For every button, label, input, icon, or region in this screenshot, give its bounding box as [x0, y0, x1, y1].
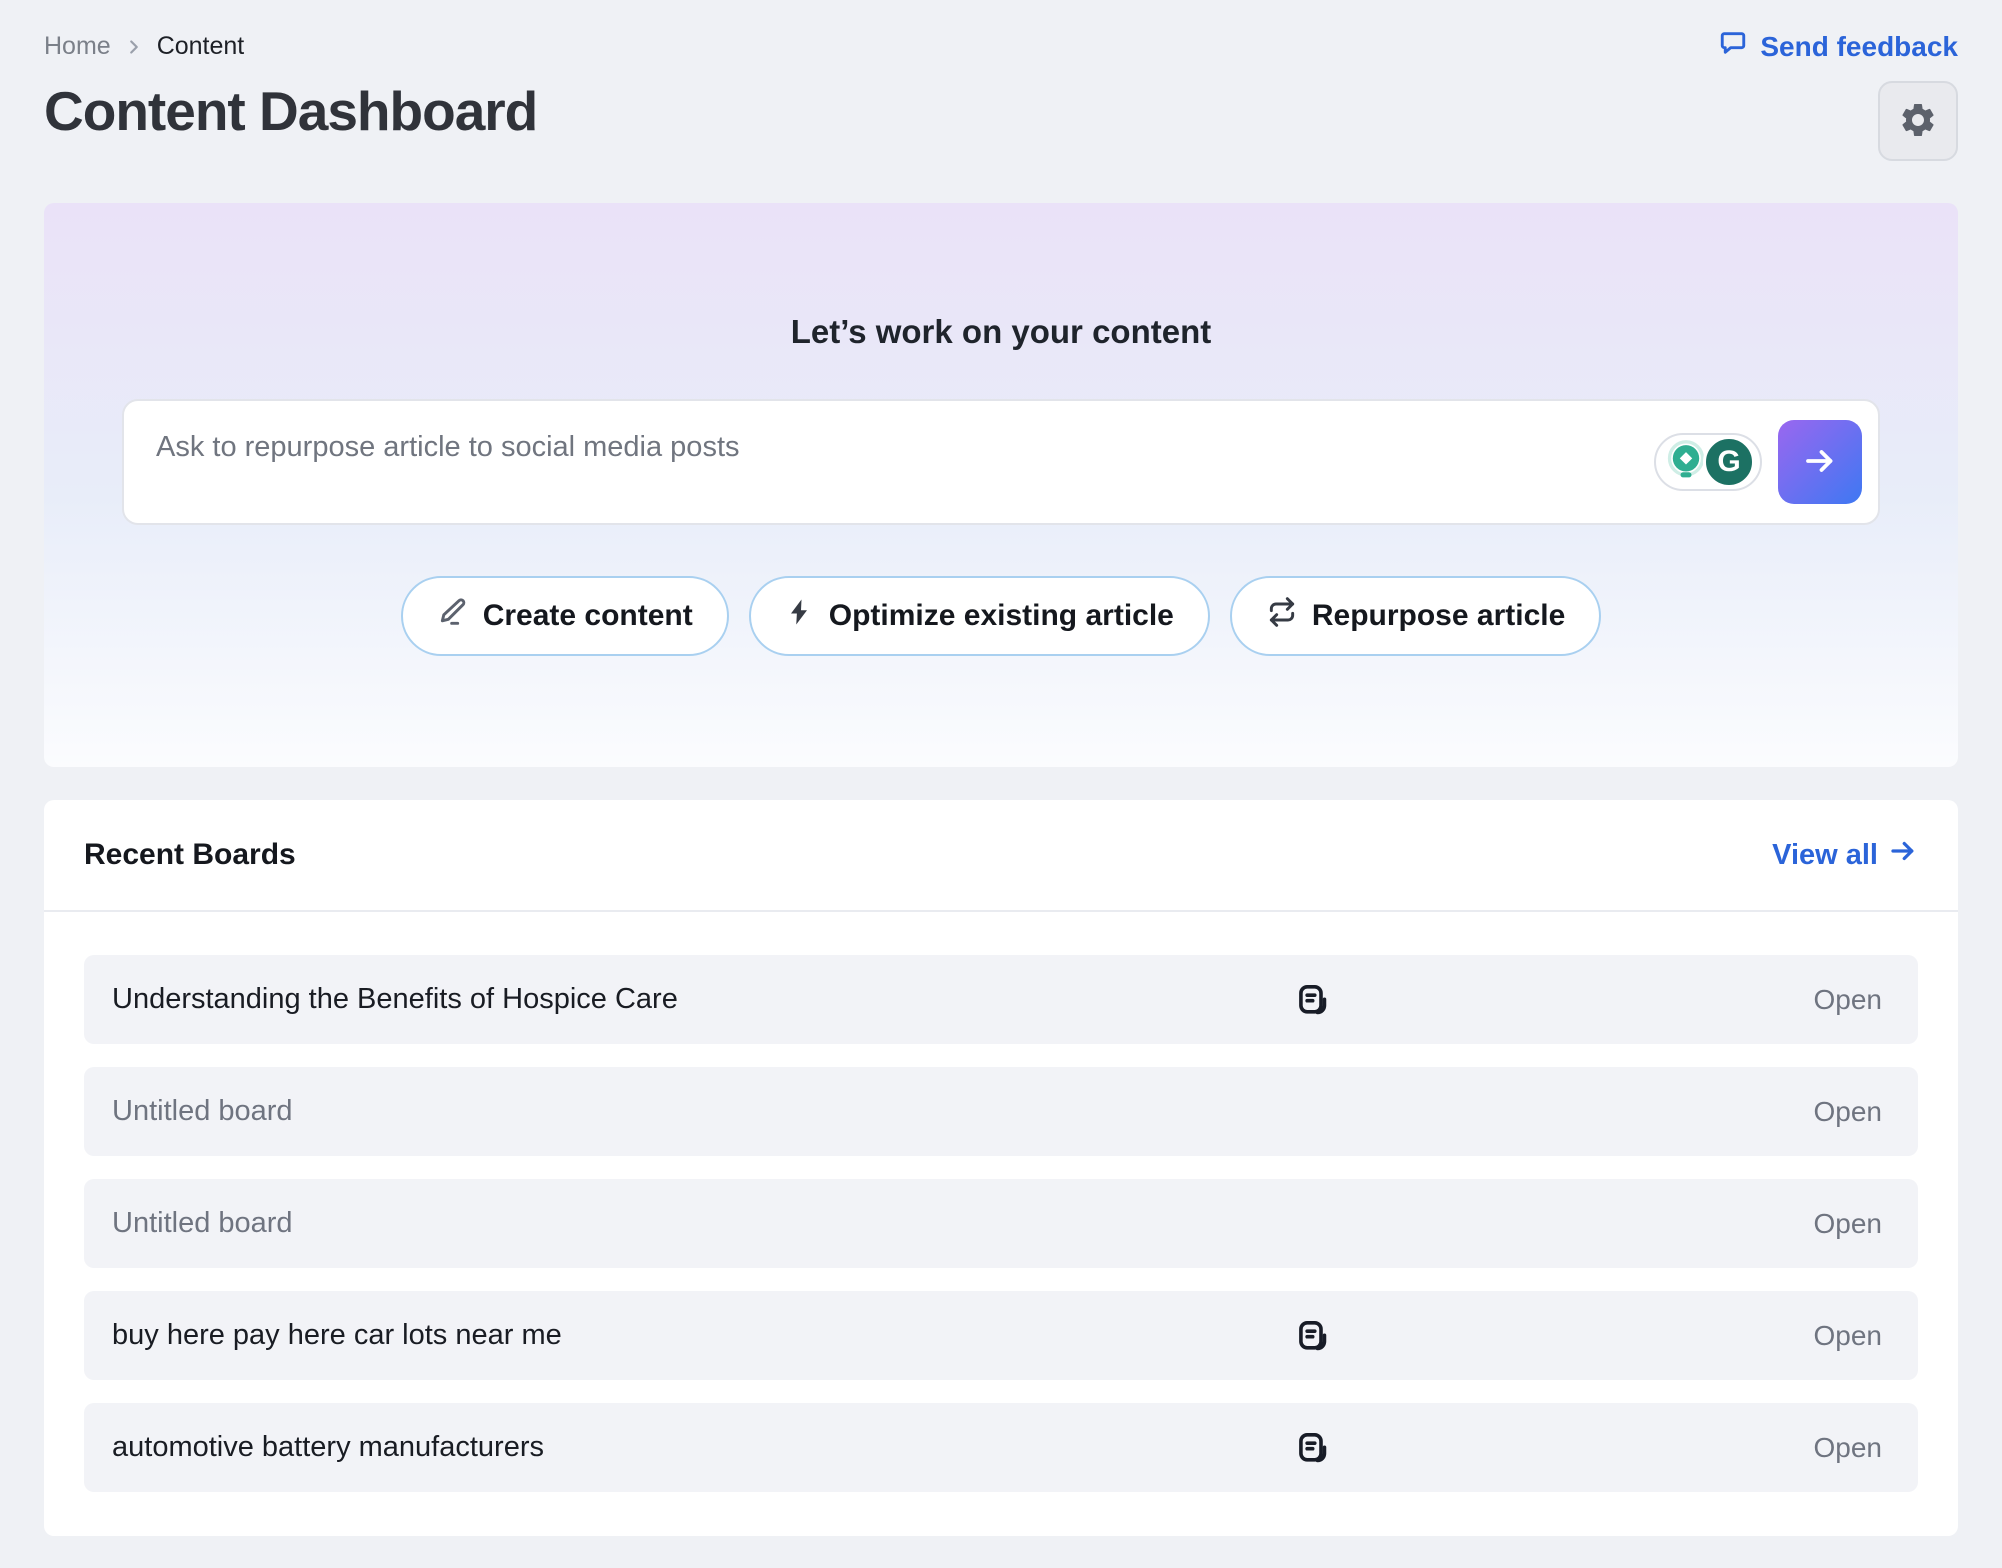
send-prompt-button[interactable]: [1778, 420, 1862, 504]
view-all-label: View all: [1772, 838, 1878, 871]
open-link[interactable]: Open: [1813, 983, 1883, 1015]
board-row[interactable]: Untitled board Open: [84, 1179, 1918, 1268]
lightning-icon: [785, 597, 815, 635]
lightbulb-icon: [1661, 437, 1711, 487]
content-dashboard-page: Home Content Send feedback Content Dashb…: [44, 0, 1958, 1536]
breadcrumb: Home Content: [44, 32, 244, 61]
prompt-input[interactable]: [124, 401, 1878, 523]
settings-button[interactable]: [1878, 81, 1958, 161]
optimize-article-label: Optimize existing article: [828, 599, 1174, 632]
board-row[interactable]: Understanding the Benefits of Hospice Ca…: [84, 955, 1918, 1044]
open-link[interactable]: Open: [1813, 1095, 1883, 1127]
document-icon: [1292, 1430, 1332, 1466]
topbar: Home Content Send feedback: [44, 0, 1958, 65]
send-feedback-label: Send feedback: [1760, 30, 1958, 62]
recent-boards-header: Recent Boards View all: [44, 800, 1958, 912]
prompt-box: G: [122, 399, 1880, 525]
speech-bubble-icon: [1718, 28, 1748, 65]
board-title: Untitled board: [112, 1207, 293, 1239]
create-content-button[interactable]: Create content: [400, 576, 729, 656]
document-icon: [1292, 982, 1332, 1018]
assistants-pill[interactable]: G: [1654, 433, 1762, 491]
boards-list: Understanding the Benefits of Hospice Ca…: [44, 912, 1958, 1536]
breadcrumb-home-link[interactable]: Home: [44, 32, 111, 60]
hero-title: Let’s work on your content: [790, 313, 1212, 350]
hero-card: Let’s work on your content G: [44, 203, 1958, 767]
open-link[interactable]: Open: [1813, 1319, 1883, 1351]
view-all-link[interactable]: View all: [1772, 836, 1918, 874]
arrow-right-icon: [1802, 443, 1838, 482]
chevron-right-icon: [123, 36, 145, 58]
title-row: Content Dashboard: [44, 81, 1958, 161]
board-title: automotive battery manufacturers: [112, 1431, 544, 1463]
breadcrumb-current: Content: [156, 32, 245, 60]
gear-icon: [1898, 100, 1938, 143]
repeat-icon: [1266, 596, 1298, 636]
pencil-icon: [437, 596, 469, 636]
board-title: Understanding the Benefits of Hospice Ca…: [112, 983, 678, 1015]
recent-boards-card: Recent Boards View all Understanding the…: [44, 800, 1958, 1536]
optimize-article-button[interactable]: Optimize existing article: [748, 576, 1210, 656]
arrow-right-icon: [1888, 836, 1918, 874]
board-row[interactable]: Untitled board Open: [84, 1067, 1918, 1156]
repurpose-article-button[interactable]: Repurpose article: [1229, 576, 1602, 656]
grammarly-icon: G: [1703, 436, 1755, 488]
prompt-actions: G: [1654, 420, 1862, 504]
quick-actions: Create content Optimize existing article…: [122, 576, 1880, 656]
send-feedback-button[interactable]: Send feedback: [1718, 28, 1958, 65]
recent-boards-title: Recent Boards: [84, 838, 296, 871]
page-title: Content Dashboard: [44, 80, 538, 142]
create-content-label: Create content: [482, 599, 693, 632]
document-icon: [1292, 1318, 1332, 1354]
board-title: buy here pay here car lots near me: [112, 1319, 562, 1351]
repurpose-article-label: Repurpose article: [1311, 599, 1566, 632]
open-link[interactable]: Open: [1813, 1207, 1883, 1239]
board-title: Untitled board: [112, 1095, 293, 1127]
grammarly-letter: G: [1717, 445, 1741, 478]
open-link[interactable]: Open: [1813, 1431, 1883, 1463]
board-row[interactable]: buy here pay here car lots near me Open: [84, 1291, 1918, 1380]
board-row[interactable]: automotive battery manufacturers Open: [84, 1403, 1918, 1492]
